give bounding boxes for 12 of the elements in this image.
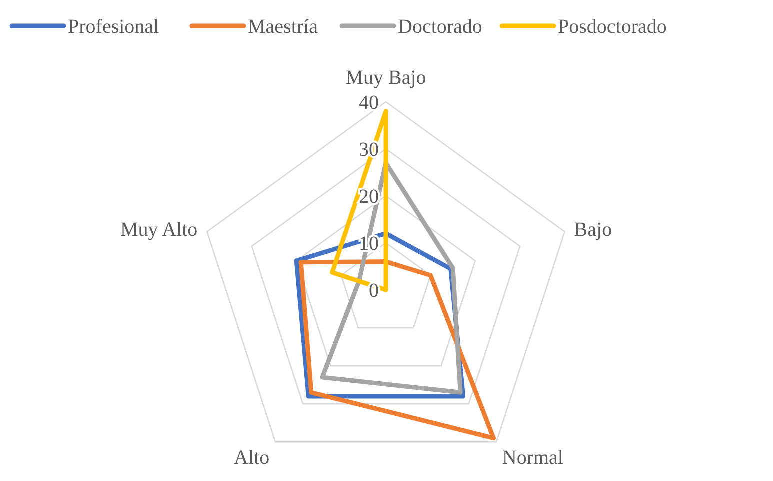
spoke-label: Muy Alto [120, 218, 198, 241]
spoke-label: Normal [502, 447, 564, 470]
y-tick-label: 10 [359, 233, 379, 255]
legend-label: Profesional [68, 16, 160, 38]
legend-label: Posdoctorado [558, 16, 667, 38]
spoke-label: Alto [234, 447, 270, 470]
spoke-label: Muy Bajo [346, 67, 426, 89]
legend-label: Maestría [248, 16, 318, 38]
spoke-label: Bajo [574, 218, 612, 241]
y-tick-label: 20 [359, 186, 379, 208]
legend-label: Doctorado [398, 16, 482, 38]
y-tick-label: 40 [359, 92, 379, 114]
